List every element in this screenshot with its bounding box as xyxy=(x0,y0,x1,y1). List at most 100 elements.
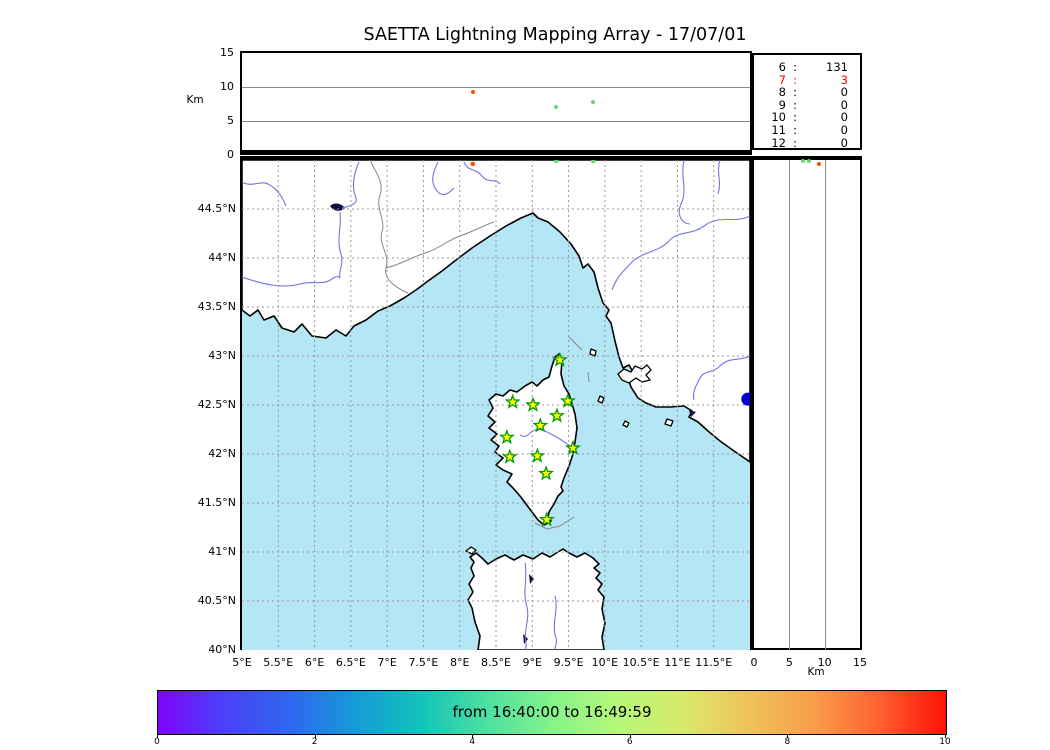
histogram-row: 6: 131 xyxy=(754,61,860,74)
map-grid xyxy=(242,160,750,650)
histogram-count: 0 xyxy=(840,122,848,137)
lon-tick-label: 5°E xyxy=(232,656,252,669)
alt-tick-label-right: 5 xyxy=(785,656,793,669)
sardinia-island xyxy=(467,548,606,650)
histogram-count: 0 xyxy=(840,135,848,150)
lat-tick-label: 40.5°N xyxy=(197,594,236,607)
alt-tick-label-right: 10 xyxy=(817,656,832,669)
colorbar-tick-label: 6 xyxy=(626,737,633,747)
histogram-row: 11: 0 xyxy=(754,124,860,137)
histogram-colon: : xyxy=(793,85,797,100)
histogram-alt-bin: 8 xyxy=(778,85,786,100)
histogram-alt-bin: 9 xyxy=(778,97,786,112)
histogram-colon: : xyxy=(793,135,797,150)
colorbar-tick xyxy=(629,734,631,738)
colorbar-tick xyxy=(787,734,789,738)
histogram-box: 6: 131 7: 3 8: 0 9: 0 10: 0 11: 0 12: 0 xyxy=(752,53,862,150)
flash-dot-alt-lat xyxy=(801,158,806,163)
rivers xyxy=(242,160,750,650)
flash-layer xyxy=(470,160,596,167)
flash-dot-alt-lon xyxy=(591,99,596,104)
alt-tick-label-top: 15 xyxy=(220,46,234,59)
lon-tick-label: 7.5°E xyxy=(408,656,439,669)
colorbar-tick-label: 8 xyxy=(784,737,791,747)
map-marker-layer xyxy=(741,392,750,406)
mainland-coast xyxy=(242,160,750,463)
islands xyxy=(465,348,674,555)
colorbar-tick-label: 2 xyxy=(311,737,318,747)
plot-title: SAETTA Lightning Mapping Array - 17/07/0… xyxy=(363,25,747,45)
map-panel xyxy=(240,156,752,650)
lat-tick-label: 42.5°N xyxy=(197,398,236,411)
flash-dot-alt-lat xyxy=(807,158,812,163)
lat-tick-label: 42°N xyxy=(208,447,236,460)
country-borders xyxy=(369,160,590,530)
histogram-count: 0 xyxy=(840,97,848,112)
colorbar-tick-label: 0 xyxy=(154,737,160,747)
alt-lon-panel xyxy=(240,51,752,155)
lat-tick-label: 41.5°N xyxy=(197,496,236,509)
alt-tick-label-top: 10 xyxy=(220,80,234,93)
lon-tick-label: 10°E xyxy=(591,656,619,669)
altitude-unit-label-right: Km xyxy=(807,666,825,678)
histogram-colon: : xyxy=(793,97,797,112)
histogram-row: 10: 0 xyxy=(754,111,860,124)
histogram-alt-bin: 11 xyxy=(771,122,786,137)
colorbar-tick-label: 4 xyxy=(469,737,476,747)
alt-tick-label-right: 15 xyxy=(853,656,867,669)
map-svg xyxy=(242,160,750,650)
histogram-row: 9: 0 xyxy=(754,99,860,112)
histogram-count: 0 xyxy=(840,85,848,100)
histogram-row: 8: 0 xyxy=(754,86,860,99)
lon-tick-label: 9°E xyxy=(522,656,542,669)
flash-dot-map xyxy=(590,160,596,164)
histogram-count: 131 xyxy=(826,60,848,74)
colorbar-tick xyxy=(157,734,158,738)
lon-tick-label: 5.5°E xyxy=(263,656,294,669)
lon-tick-label: 11.5°E xyxy=(695,656,733,669)
blue-flash-marker xyxy=(741,392,750,406)
colorbar-tick-label: 10 xyxy=(939,737,951,747)
lon-tick-label: 11°E xyxy=(664,656,691,669)
alt-lat-panel xyxy=(752,156,862,650)
histogram-colon: : xyxy=(793,110,797,125)
colorbar-tick xyxy=(472,734,474,738)
lat-tick-label: 44°N xyxy=(208,251,236,264)
flash-dot-map xyxy=(553,160,559,164)
histogram-alt-bin: 7 xyxy=(778,72,786,87)
histogram-alt-bin: 10 xyxy=(771,110,786,125)
histogram-row: 7: 3 xyxy=(754,72,860,87)
histogram-colon: : xyxy=(793,72,797,87)
flash-dot-alt-lat xyxy=(817,161,821,166)
lon-tick-label: 10.5°E xyxy=(622,656,660,669)
histogram-colon: : xyxy=(793,60,797,74)
lon-tick-label: 7°E xyxy=(377,656,397,669)
histogram-alt-bin: 12 xyxy=(771,135,786,150)
flash-dot-alt-lon xyxy=(470,90,475,95)
histogram-alt-bin: 6 xyxy=(778,60,786,74)
colorbar-tick xyxy=(945,734,946,738)
histogram-colon: : xyxy=(793,122,797,137)
histogram-row: 12: 0 xyxy=(754,135,860,150)
histogram-count: 3 xyxy=(840,72,848,87)
colorbar-tick xyxy=(314,734,316,738)
flash-dot-map xyxy=(470,161,476,167)
lon-tick-label: 9.5°E xyxy=(553,656,584,669)
lat-tick-label: 44.5°N xyxy=(197,202,236,215)
altitude-unit-label-left: Km xyxy=(186,94,204,106)
lat-tick-label: 43°N xyxy=(208,349,236,362)
lat-tick-label: 40°N xyxy=(208,643,236,656)
alt-gridline-top xyxy=(242,87,750,88)
lon-tick-label: 6°E xyxy=(304,656,325,669)
alt-tick-label-right: 0 xyxy=(750,656,758,669)
flash-dot-alt-lon xyxy=(554,105,559,110)
alt-tick-label-top: 5 xyxy=(227,114,234,127)
colorbar: from 16:40:00 to 16:49:59 xyxy=(157,690,947,735)
alt-gridline-right xyxy=(789,160,791,650)
lat-tick-label: 41°N xyxy=(208,545,236,558)
lat-tick-label: 43.5°N xyxy=(197,300,236,313)
alt-gridline-top xyxy=(242,121,750,122)
histogram-count: 0 xyxy=(840,110,848,125)
alt-tick-label-top: 0 xyxy=(227,148,234,161)
